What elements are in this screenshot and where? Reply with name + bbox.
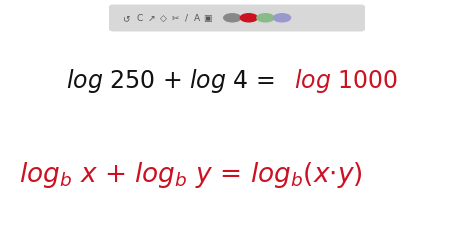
Text: /: / <box>185 14 188 23</box>
Text: ↺: ↺ <box>122 14 129 23</box>
Text: $\mathit{log}$ 250 + $\mathit{log}$ 4 =: $\mathit{log}$ 250 + $\mathit{log}$ 4 = <box>66 67 275 95</box>
Text: C: C <box>137 14 143 23</box>
Text: $\mathit{log}_b$ $\mathit{x}$ + $\mathit{log}_b$ $\mathit{y}$ = $\mathit{log}_b$: $\mathit{log}_b$ $\mathit{x}$ + $\mathit… <box>19 160 363 191</box>
Text: A: A <box>194 14 200 23</box>
Text: ▣: ▣ <box>203 14 212 23</box>
Text: ↗: ↗ <box>148 14 155 23</box>
Text: ◇: ◇ <box>160 14 167 23</box>
Text: ✂: ✂ <box>172 14 179 23</box>
Text: $\mathit{log}$ 1000: $\mathit{log}$ 1000 <box>294 67 398 95</box>
